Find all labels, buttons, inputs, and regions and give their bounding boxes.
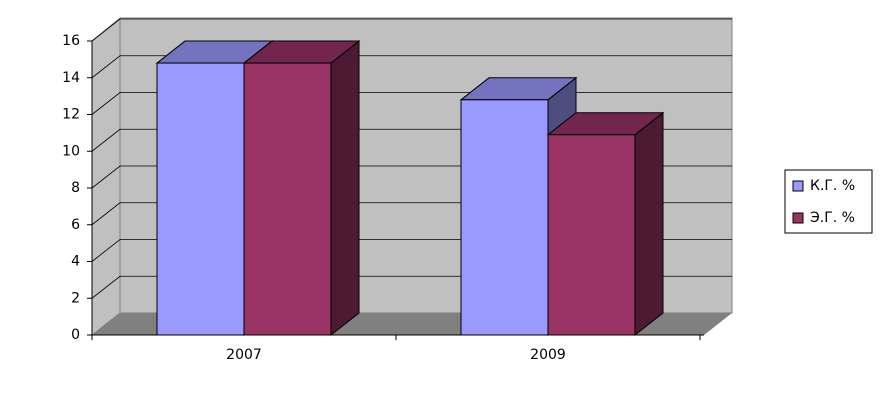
x-tick-label: 2007 — [226, 347, 262, 363]
legend-swatch — [792, 180, 804, 192]
bar-side — [330, 40, 360, 337]
legend-label: Э.Г. % — [810, 210, 855, 226]
legend-swatch — [792, 212, 804, 224]
y-tick-label: 6 — [71, 217, 80, 233]
y-tick-label: 12 — [62, 107, 80, 123]
y-tick-label: 16 — [62, 33, 80, 49]
grid-line — [91, 18, 732, 42]
bar — [156, 62, 245, 336]
bar — [243, 62, 332, 336]
y-tick-label: 4 — [71, 254, 80, 270]
bar-side — [634, 111, 664, 337]
legend-label: К.Г. % — [810, 178, 855, 194]
y-tick-label: 2 — [71, 290, 80, 306]
x-tick-label: 2009 — [530, 347, 566, 363]
y-tick-label: 8 — [71, 180, 80, 196]
grid-line — [91, 55, 732, 79]
bar — [460, 99, 549, 336]
y-tick-label: 14 — [62, 70, 80, 86]
y-tick-label: 0 — [71, 327, 80, 343]
bar — [547, 134, 636, 336]
y-tick-label: 10 — [62, 143, 80, 159]
